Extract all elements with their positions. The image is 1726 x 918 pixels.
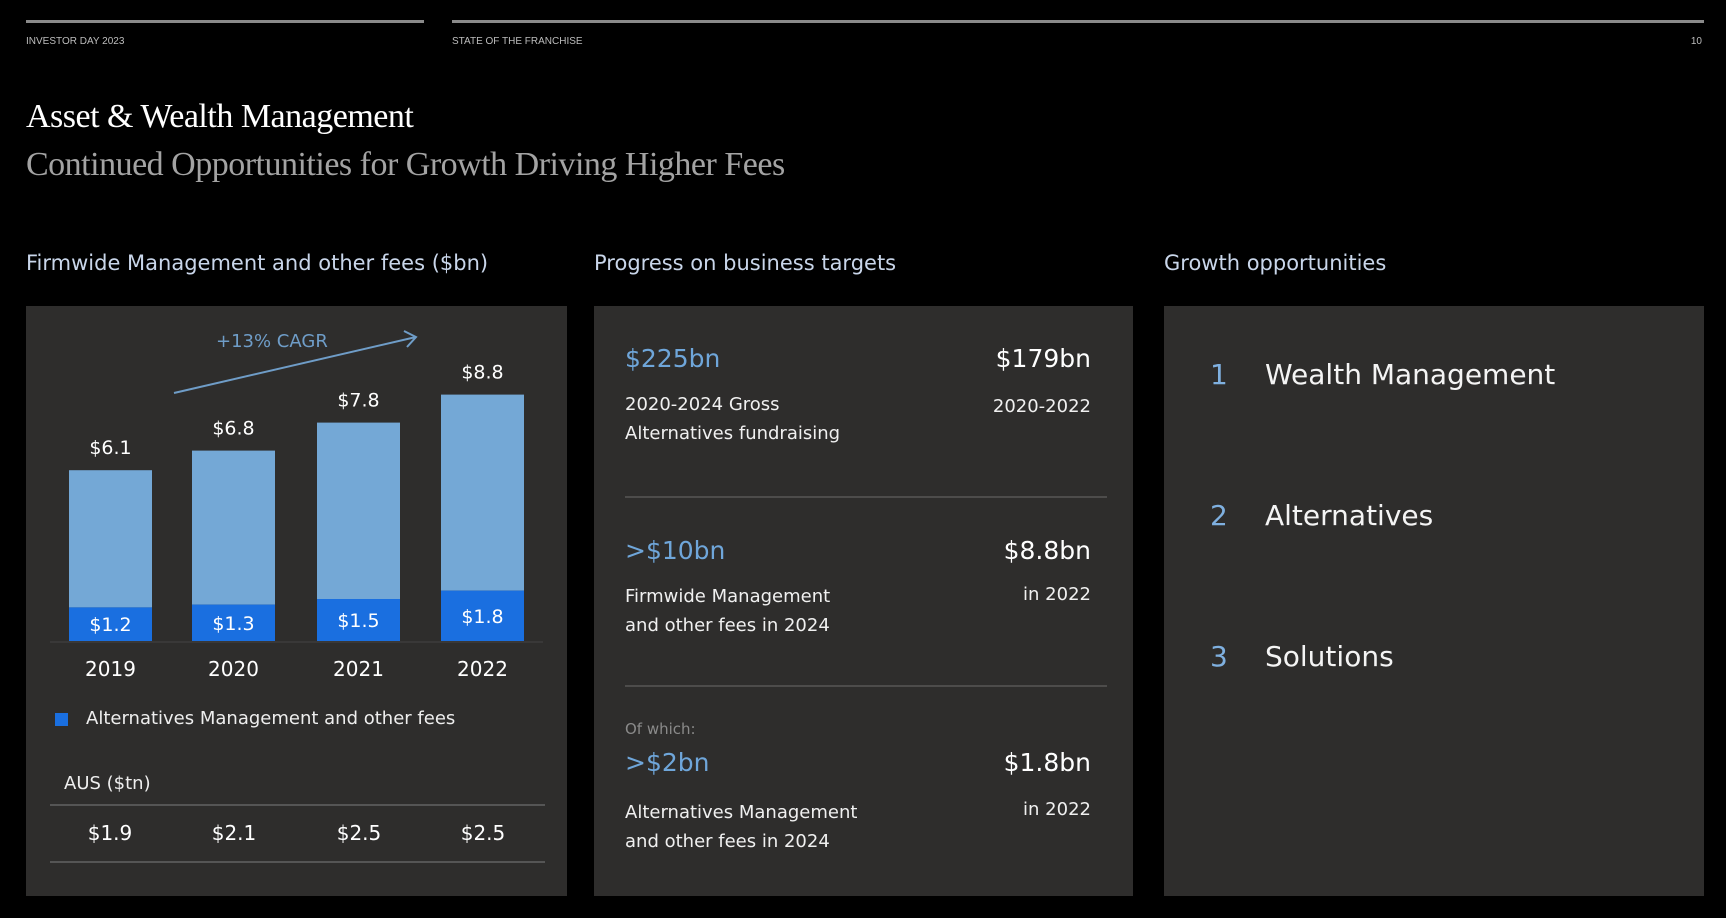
actual-note: in 2022 [1023, 799, 1091, 820]
bar-alternatives-fees [69, 607, 152, 641]
growth-item-alternatives: Alternatives [1265, 499, 1434, 532]
bar-alternatives-fees [441, 590, 524, 641]
target-desc: 2020-2024 Gross Alternatives fundraising [625, 390, 840, 448]
bar-other-fees [441, 394, 524, 591]
aus-value: $2.1 [211, 821, 257, 845]
legend-swatch [55, 713, 68, 726]
header-rule-right [452, 20, 1704, 23]
alternatives-value-label: $1.8 [461, 606, 503, 628]
target-desc-line: 2020-2024 Gross [625, 394, 780, 415]
cagr-label: +13% CAGR [216, 331, 328, 352]
alternatives-value-label: $1.5 [337, 610, 379, 632]
aus-value: $1.9 [87, 821, 133, 845]
target-desc-line: and other fees in 2024 [625, 831, 830, 852]
aus-value: $2.5 [460, 821, 506, 845]
bar-alternatives-fees [317, 599, 400, 641]
actual-value: $8.8bn [1003, 536, 1091, 565]
growth-number: 2 [1210, 499, 1228, 532]
year-tick-label: 2021 [333, 657, 384, 681]
year-tick-label: 2020 [208, 657, 259, 681]
growth-number: 3 [1210, 640, 1228, 673]
total-value-label: $6.1 [89, 437, 131, 459]
actual-note: in 2022 [1023, 584, 1091, 605]
page-subtitle: Continued Opportunities for Growth Drivi… [26, 146, 785, 183]
total-value-label: $6.8 [212, 418, 254, 440]
cagr-arrow-line [173, 336, 417, 394]
event-label: INVESTOR DAY 2023 [26, 36, 125, 47]
total-value-label: $8.8 [461, 362, 503, 384]
actual-note: 2020-2022 [992, 396, 1091, 417]
total-value-label: $7.8 [337, 390, 379, 412]
bar-other-fees [317, 422, 400, 599]
target-desc: Firmwide Management and other fees in 20… [625, 582, 830, 640]
aus-label: AUS ($tn) [64, 773, 151, 794]
target-desc-line: and other fees in 2024 [625, 615, 830, 636]
progress-panel: $225bn $179bn 2020-2024 Gross Alternativ… [594, 306, 1133, 896]
aus-top-line [50, 804, 545, 806]
header-rule-left [26, 20, 424, 23]
page-title: Asset & Wealth Management [26, 98, 414, 135]
divider [625, 685, 1107, 687]
bar-other-fees [69, 470, 152, 608]
legend-label: Alternatives Management and other fees [86, 708, 456, 729]
section-label: STATE OF THE FRANCHISE [452, 36, 583, 47]
growth-number: 1 [1210, 358, 1228, 391]
fees-heading: Firmwide Management and other fees ($bn) [26, 251, 489, 275]
target-desc-line: Alternatives fundraising [625, 423, 841, 444]
year-tick-label: 2019 [85, 657, 136, 681]
divider [625, 496, 1107, 498]
actual-value: $179bn [995, 344, 1091, 373]
year-tick-label: 2022 [457, 657, 508, 681]
target-desc: Alternatives Management and other fees i… [625, 798, 857, 856]
bar-other-fees [192, 450, 275, 605]
target-desc-line: Alternatives Management [625, 802, 858, 823]
fees-chart: $1.2 $6.1 2019 $1.3 $6.8 2020 $1.5 $7.8 2021 $1.8… [50, 330, 543, 681]
growth-item-solutions: Solutions [1265, 640, 1394, 673]
progress-heading: Progress on business targets [594, 251, 897, 275]
cagr-arrow-head [403, 330, 418, 348]
actual-value: $1.8bn [1003, 748, 1091, 777]
target-value: >$10bn [625, 536, 726, 565]
target-value: >$2bn [625, 748, 710, 777]
bar-alternatives-fees [192, 604, 275, 641]
alternatives-value-label: $1.2 [89, 614, 131, 636]
growth-panel: 1 Wealth Management 2 Alternatives 3 Sol… [1164, 306, 1704, 896]
target-value: $225bn [625, 344, 721, 373]
aus-bottom-line [50, 861, 545, 863]
alternatives-value-label: $1.3 [212, 613, 254, 635]
fees-chart-panel: $1.2 $6.1 2019 $1.3 $6.8 2020 $1.5 $7.8 2021 $1.8… [26, 306, 567, 896]
aus-value: $2.5 [336, 821, 382, 845]
page-number: 10 [1690, 36, 1702, 47]
growth-item-wealth-management: Wealth Management [1265, 358, 1556, 391]
growth-heading: Growth opportunities [1164, 251, 1387, 275]
of-which-label: Of which: [625, 720, 696, 738]
target-desc-line: Firmwide Management [625, 586, 831, 607]
